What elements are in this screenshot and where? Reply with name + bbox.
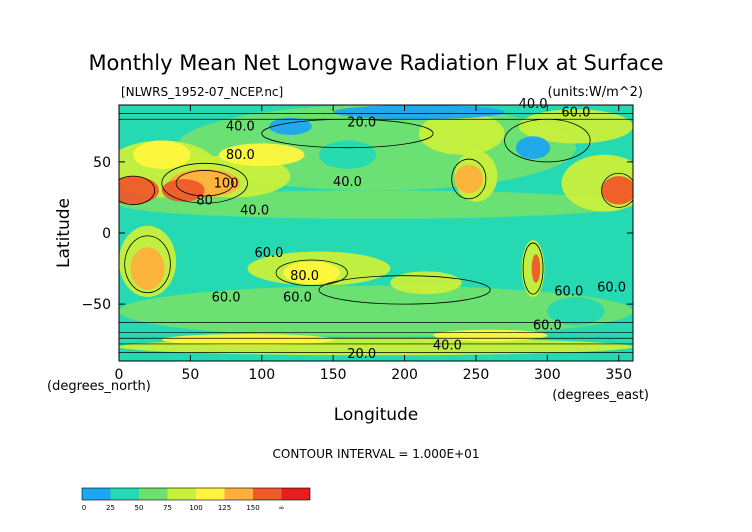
heatmap-region xyxy=(130,247,165,290)
heatmap-region xyxy=(390,271,462,295)
x-tick-label: 100 xyxy=(248,367,275,383)
x-tick-label: 50 xyxy=(181,367,199,383)
heatmap-region xyxy=(161,333,334,346)
contour-label: 20.0 xyxy=(347,115,376,130)
contour-line xyxy=(601,172,633,208)
color-bar-label: 25 xyxy=(106,504,115,512)
chart-title: Monthly Mean Net Longwave Radiation Flux… xyxy=(88,51,663,75)
contour-label: 40.0 xyxy=(433,339,462,354)
heatmap-region xyxy=(515,136,551,160)
x-axis-label: Longitude xyxy=(334,405,419,425)
x-tick-label: 0 xyxy=(115,367,124,383)
color-swatch xyxy=(167,488,196,500)
contour-line xyxy=(119,175,156,205)
heatmap-region xyxy=(333,105,505,120)
color-swatch xyxy=(224,488,253,500)
color-bar-label: 125 xyxy=(218,504,231,512)
color-swatch xyxy=(139,488,168,500)
contour-line xyxy=(175,170,234,197)
y-axis: −50 0 50 xyxy=(81,155,633,313)
x-axis-unit: (degrees_east) xyxy=(552,388,649,403)
color-bar-label: ∞ xyxy=(279,504,285,512)
y-tick-label: −50 xyxy=(81,297,111,313)
color-swatch xyxy=(281,488,310,500)
color-swatch xyxy=(196,488,225,500)
contour-line xyxy=(161,162,248,204)
heatmap-region xyxy=(119,285,633,337)
contour-label: 60.0 xyxy=(283,290,312,305)
contour-label: 40.0 xyxy=(519,97,548,112)
heatmap-region xyxy=(268,117,312,135)
heatmap-region xyxy=(119,176,159,205)
contour-lines xyxy=(119,113,633,353)
heatmap-region xyxy=(531,254,541,283)
contour-line xyxy=(451,158,487,200)
contour-label: 40.0 xyxy=(226,120,255,135)
heatmap-region xyxy=(547,297,605,326)
color-scale-bar: 0 25 50 75 100 125 150 ∞ xyxy=(81,487,311,512)
contour-label: 60.0 xyxy=(254,246,283,261)
contour-line xyxy=(318,275,491,305)
color-bar-label: 100 xyxy=(189,504,202,512)
chart-units: (units:W/m^2) xyxy=(547,85,643,100)
color-swatch xyxy=(253,488,282,500)
x-tick-label: 350 xyxy=(605,367,632,383)
x-tick-label: 150 xyxy=(320,367,347,383)
heatmap-region xyxy=(318,140,377,169)
y-tick-label: 0 xyxy=(102,226,111,242)
color-bar-frame xyxy=(81,487,311,501)
y-axis-unit: (degrees_north) xyxy=(47,379,151,394)
x-axis: 0 50 100 150 200 250 300 350 xyxy=(115,105,632,383)
contour-label: 60.0 xyxy=(561,105,590,120)
x-tick-label: 250 xyxy=(463,367,490,383)
y-tick-label: 50 xyxy=(93,155,111,171)
chart-subtitle-left: [NLWRS_1952-07_NCEP.nc] xyxy=(121,85,283,99)
contour-label: 20.0 xyxy=(347,347,376,362)
contour-line xyxy=(275,259,348,287)
x-tick-label: 200 xyxy=(391,367,418,383)
heatmap-region xyxy=(283,261,341,285)
contour-label: 80.0 xyxy=(226,148,255,163)
contour-label: 60.0 xyxy=(597,280,626,295)
contour-line xyxy=(522,242,544,295)
color-bar-label: 75 xyxy=(163,504,172,512)
color-bar-label: 150 xyxy=(246,504,259,512)
heatmap-region xyxy=(133,140,191,169)
contour-line xyxy=(124,235,171,294)
contour-label: 80 xyxy=(196,194,213,209)
heatmap-region xyxy=(218,143,305,167)
contour-interval: CONTOUR INTERVAL = 1.000E+01 xyxy=(273,447,480,461)
heatmap-region xyxy=(601,176,633,205)
contour-label: 40.0 xyxy=(333,175,362,190)
y-axis-label: Latitude xyxy=(54,198,74,268)
heatmap-regions xyxy=(119,105,633,356)
heatmap-region xyxy=(454,164,484,194)
contour-label: 40.0 xyxy=(240,204,269,219)
contour-label: 60.0 xyxy=(554,285,583,300)
color-swatch xyxy=(110,488,139,500)
color-bar-label: 0 xyxy=(82,504,86,512)
heatmap-region xyxy=(119,190,633,219)
heatmap-region xyxy=(518,109,633,144)
color-bar-label: 50 xyxy=(135,504,144,512)
heatmap-region xyxy=(418,112,505,155)
contour-label: 60.0 xyxy=(212,290,241,305)
heatmap-field xyxy=(119,105,633,361)
contour-label: 100 xyxy=(214,176,239,191)
contour-label: 60.0 xyxy=(533,319,562,334)
contour-label: 80.0 xyxy=(290,269,319,284)
color-swatch xyxy=(82,488,111,500)
x-tick-label: 300 xyxy=(534,367,561,383)
